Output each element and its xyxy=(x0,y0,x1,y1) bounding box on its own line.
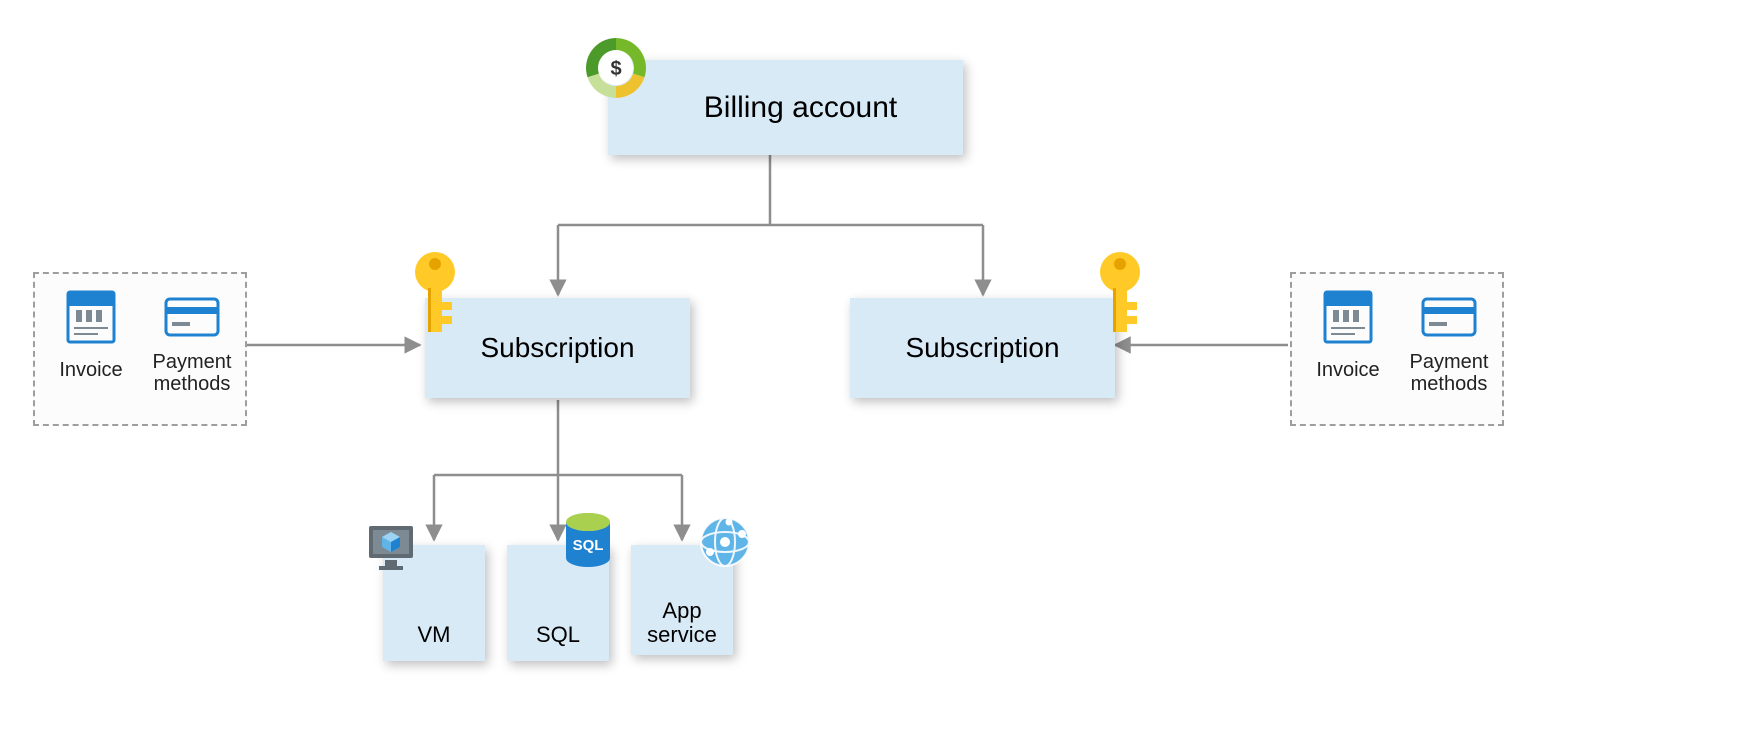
invoice-item-left: Invoice xyxy=(51,288,131,381)
payment-item-left: Payment methods xyxy=(145,296,239,395)
billing-donut-icon: $ xyxy=(575,27,657,109)
node-billing-account: Billing account xyxy=(608,60,963,155)
payment-item-right: Payment methods xyxy=(1402,296,1496,395)
sql-icon: SQL xyxy=(562,510,614,572)
node-vm-label: VM xyxy=(418,623,451,647)
payment-card-icon xyxy=(1420,296,1478,338)
payment-card-icon xyxy=(163,296,221,338)
panel-left: Invoice Payment methods xyxy=(33,272,247,426)
node-subscription-left-label: Subscription xyxy=(480,332,634,364)
panel-right: Invoice Payment methods xyxy=(1290,272,1504,426)
node-subscription-left: Subscription xyxy=(425,298,690,398)
diagram-canvas: Billing account $ Subscription xyxy=(0,0,1758,741)
node-app-service-label: App service xyxy=(631,599,733,647)
svg-text:$: $ xyxy=(610,58,621,80)
node-subscription-right-label: Subscription xyxy=(905,332,1059,364)
vm-icon xyxy=(365,520,423,578)
app-service-icon xyxy=(698,515,752,569)
node-subscription-right: Subscription xyxy=(850,298,1115,398)
payment-label: Payment methods xyxy=(1402,351,1496,395)
node-sql-label: SQL xyxy=(536,623,580,647)
key-icon xyxy=(408,250,463,340)
key-icon xyxy=(1093,250,1148,340)
node-billing-label: Billing account xyxy=(704,91,897,125)
svg-text:SQL: SQL xyxy=(573,537,604,554)
invoice-icon xyxy=(1321,288,1375,346)
invoice-label: Invoice xyxy=(51,359,131,381)
payment-label: Payment methods xyxy=(145,351,239,395)
invoice-item-right: Invoice xyxy=(1308,288,1388,381)
invoice-icon xyxy=(64,288,118,346)
invoice-label: Invoice xyxy=(1308,359,1388,381)
